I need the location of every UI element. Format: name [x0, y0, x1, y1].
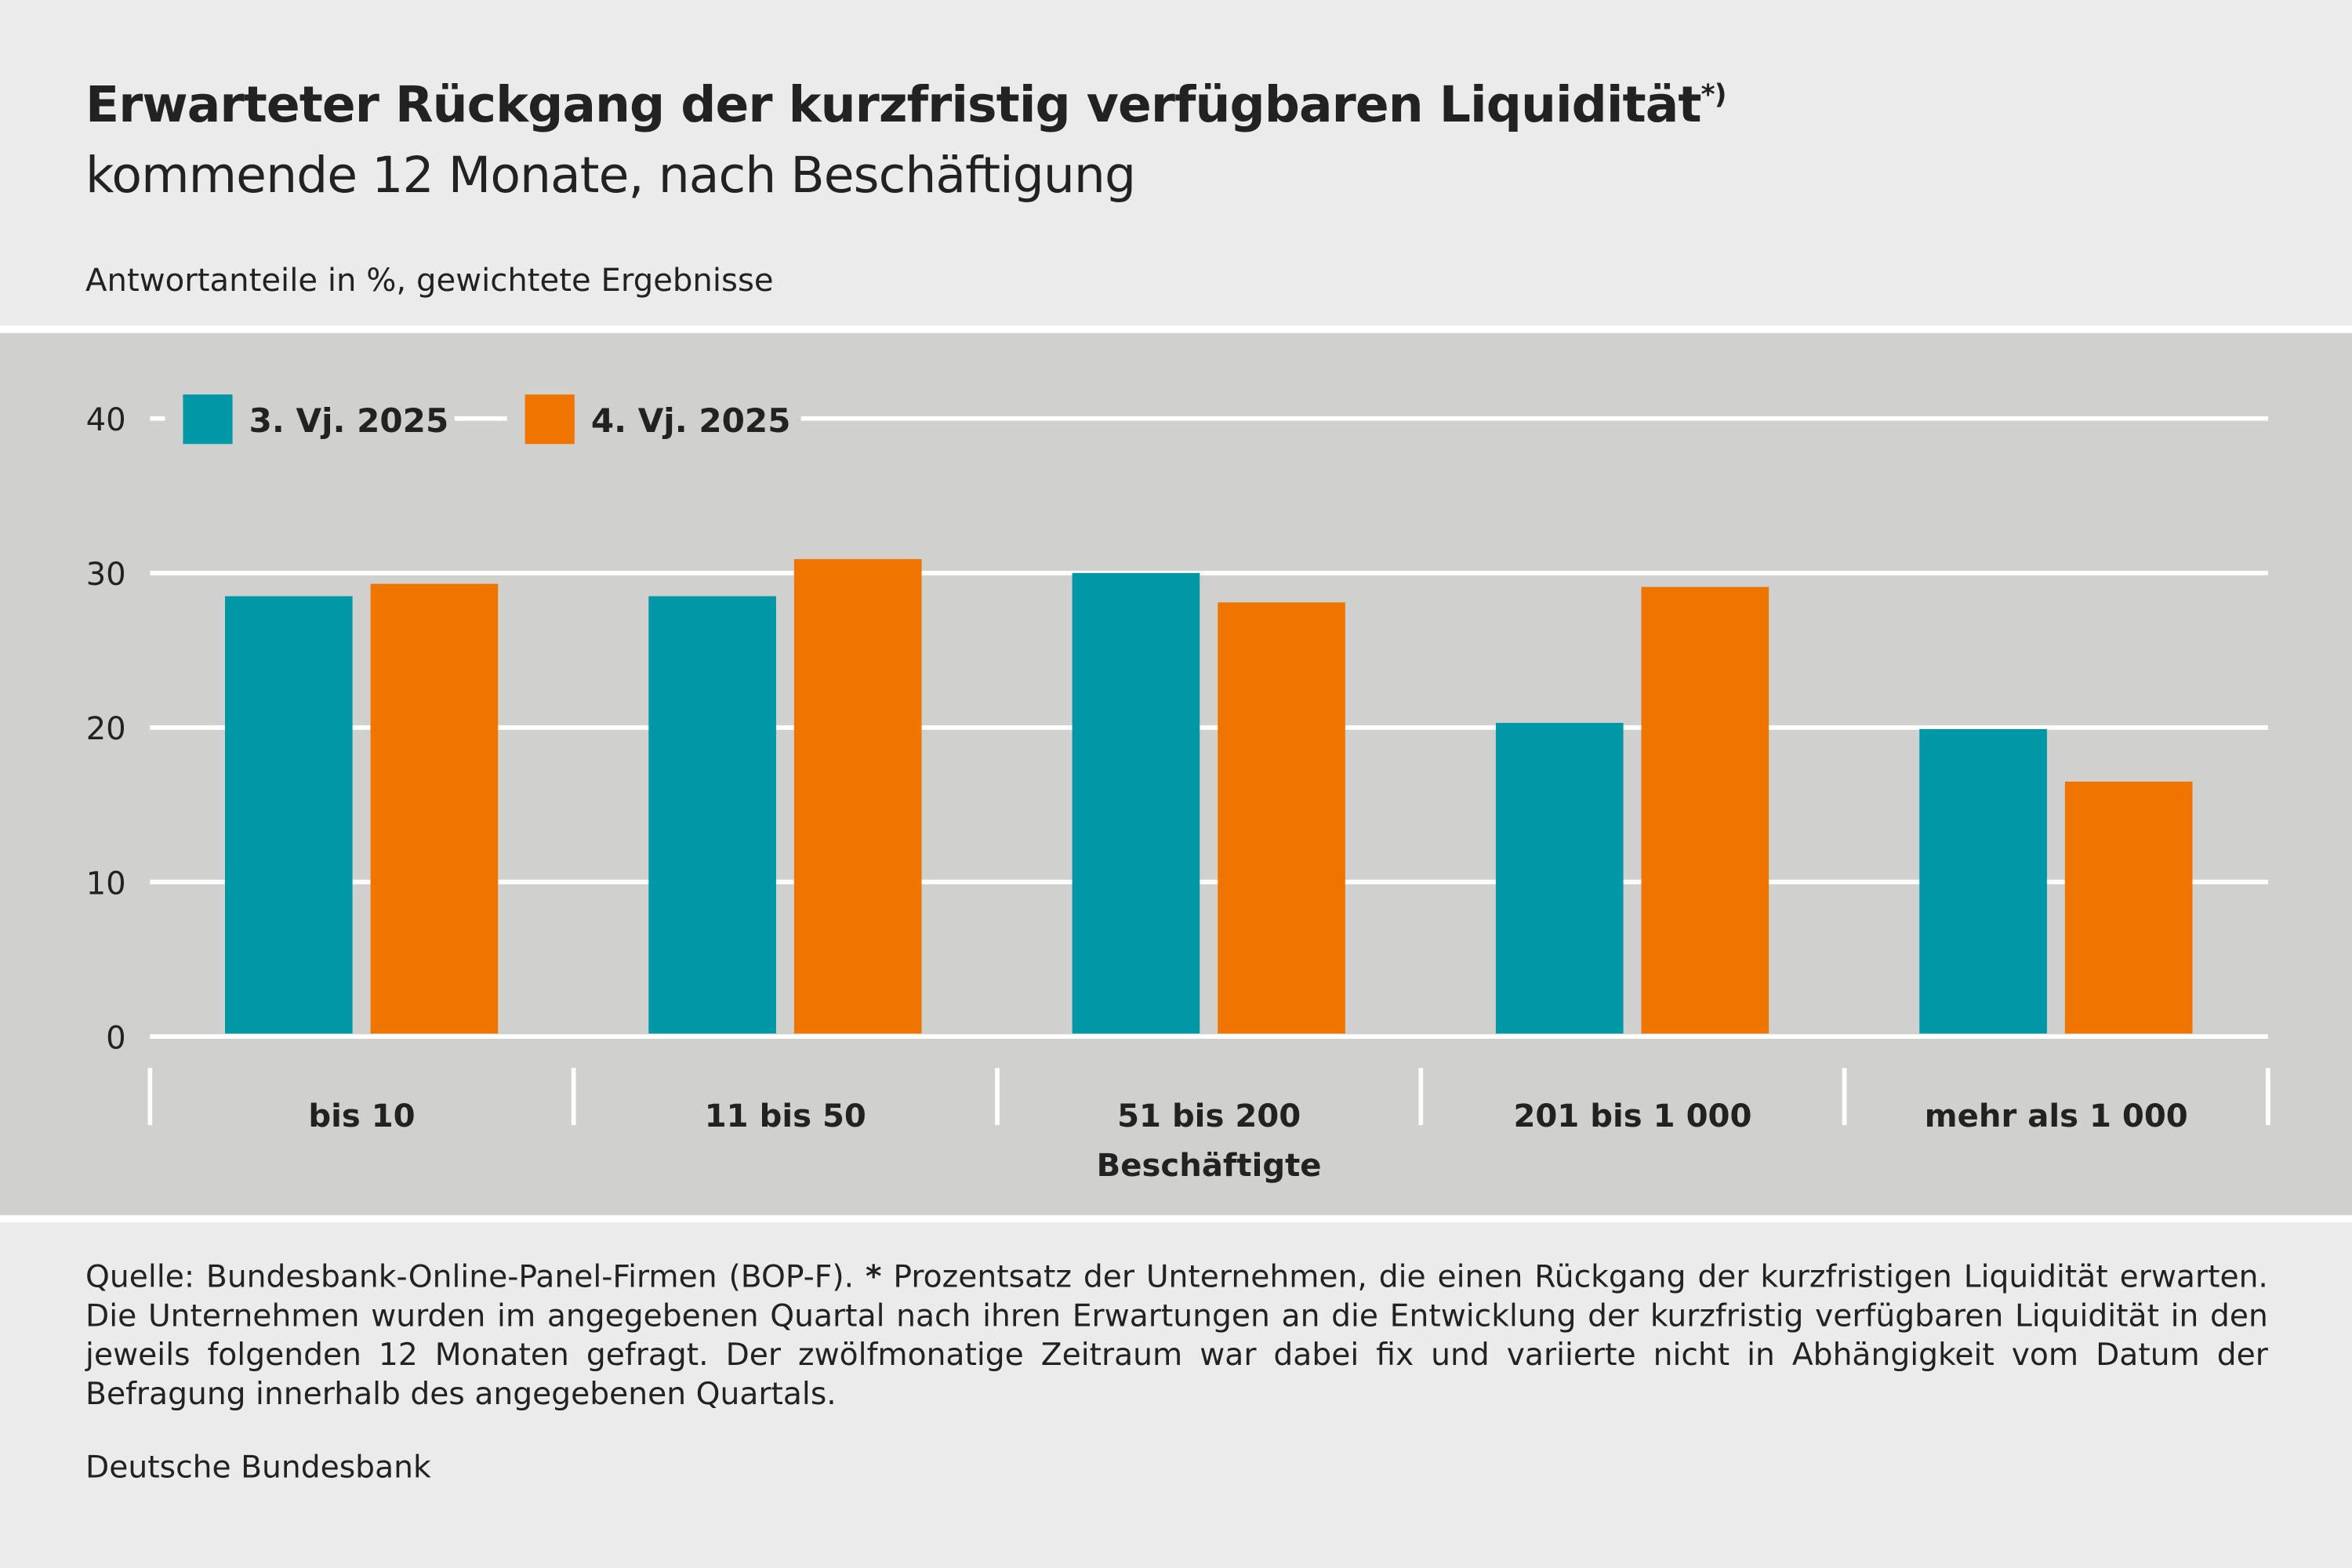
bar-1: [1919, 728, 2047, 1034]
bar-1: [1495, 723, 1624, 1034]
bar-2: [793, 559, 922, 1034]
footnote-source: Quelle: Bundesbank-Online-Panel-Firmen (…: [85, 1258, 866, 1295]
legend-swatch: [183, 394, 233, 445]
bar-2: [2064, 781, 2193, 1034]
title-text: Erwarteter Rückgang der kurzfristig verf…: [85, 74, 1702, 134]
bar-2: [1641, 586, 1769, 1034]
title-footnote-mark: *): [1700, 79, 1727, 111]
footnote-star: *: [866, 1258, 882, 1295]
bar-1: [224, 596, 353, 1034]
x-tick-label: 11 bis 50: [705, 1098, 866, 1134]
chart-title: Erwarteter Rückgang der kurzfristig verf…: [85, 75, 1726, 134]
bar-2: [370, 583, 499, 1034]
y-tick-label: 40: [86, 402, 126, 438]
y-tick-label: 20: [86, 711, 126, 747]
legend-swatch: [524, 394, 575, 445]
x-tick-label: bis 10: [308, 1098, 415, 1134]
footnote-text: Prozentsatz der Unternehmen, die einen R…: [85, 1258, 2268, 1412]
x-tick-label: 201 bis 1 000: [1513, 1098, 1751, 1134]
x-tick-label: 51 bis 200: [1117, 1098, 1301, 1134]
y-tick-label: 10: [86, 866, 126, 902]
x-axis-label: Beschäftigte: [1097, 1148, 1322, 1184]
y-tick-label: 30: [86, 557, 126, 593]
y-tick-label: 0: [106, 1020, 126, 1056]
bar-1: [1072, 572, 1200, 1034]
legend-label: 3. Vj. 2025: [249, 401, 449, 440]
legend-label: 4. Vj. 2025: [591, 401, 791, 440]
bar-2: [1218, 602, 1345, 1034]
chart-subtitle: kommende 12 Monate, nach Beschäftigung: [85, 145, 1136, 205]
x-tick-label: mehr als 1 000: [1925, 1098, 2188, 1134]
source-label: Deutsche Bundesbank: [85, 1449, 431, 1486]
footnote: Quelle: Bundesbank-Online-Panel-Firmen (…: [85, 1257, 2268, 1413]
unit-label: Antwortanteile in %, gewichtete Ergebnis…: [85, 262, 774, 299]
bar-1: [648, 596, 776, 1034]
